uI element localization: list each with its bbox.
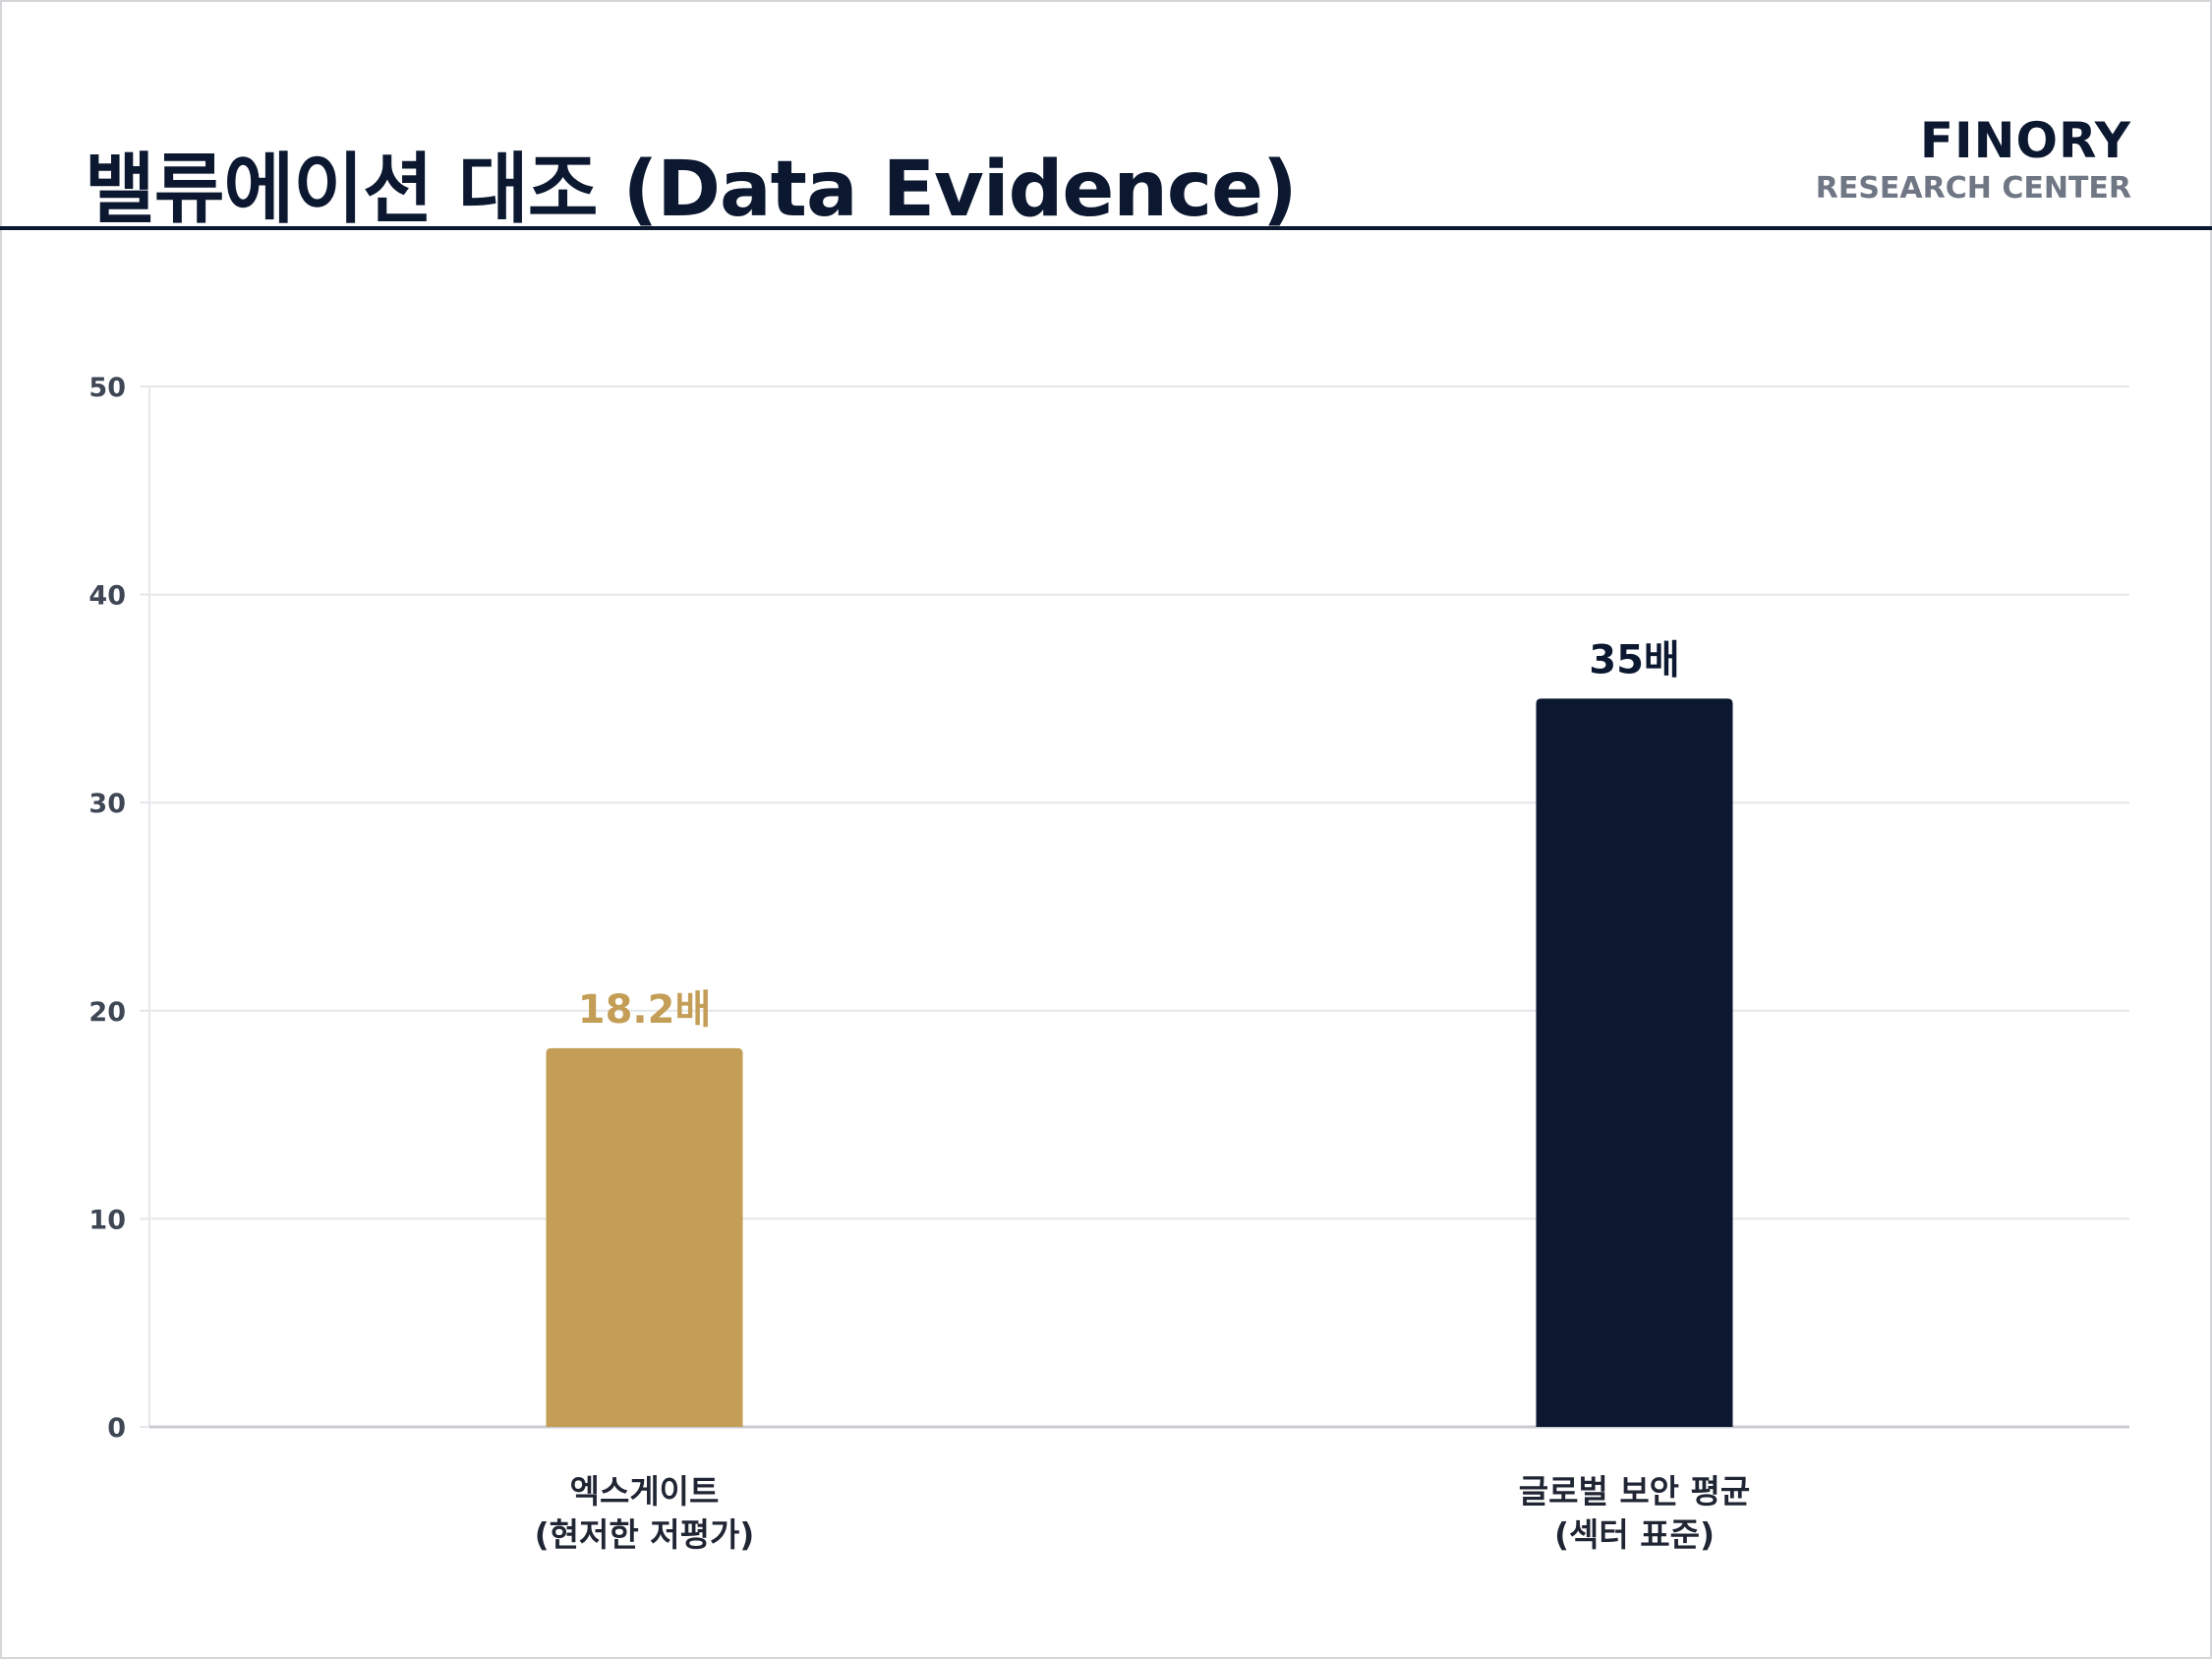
bar xyxy=(546,1047,743,1427)
x-category-label: (섹터 표준) xyxy=(1554,1515,1715,1554)
x-category-label: 글로벌 보안 평균 xyxy=(1519,1472,1751,1511)
x-category-label: 엑스게이트 xyxy=(570,1472,720,1511)
y-tick-label: 50 xyxy=(88,373,126,403)
data-label: 18.2배 xyxy=(578,987,712,1033)
y-tick-label: 40 xyxy=(88,581,126,612)
y-tick-label: 0 xyxy=(107,1413,126,1444)
brand-name: FINORY xyxy=(1919,112,2131,169)
data-label: 35배 xyxy=(1589,637,1679,682)
brand-block: FINORY RESEARCH CENTER xyxy=(1816,112,2131,208)
y-tick-label: 20 xyxy=(88,997,126,1028)
header-divider xyxy=(0,226,2212,230)
x-category-label: (현저한 저평가) xyxy=(535,1515,755,1554)
brand-subtitle: RESEARCH CENTER xyxy=(1815,171,2131,206)
bar xyxy=(1536,698,1733,1427)
page-title: 밸류에이션 대조 (Data Evidence) xyxy=(85,146,1298,234)
y-tick-label: 10 xyxy=(88,1205,126,1235)
y-tick-label: 30 xyxy=(88,789,126,819)
